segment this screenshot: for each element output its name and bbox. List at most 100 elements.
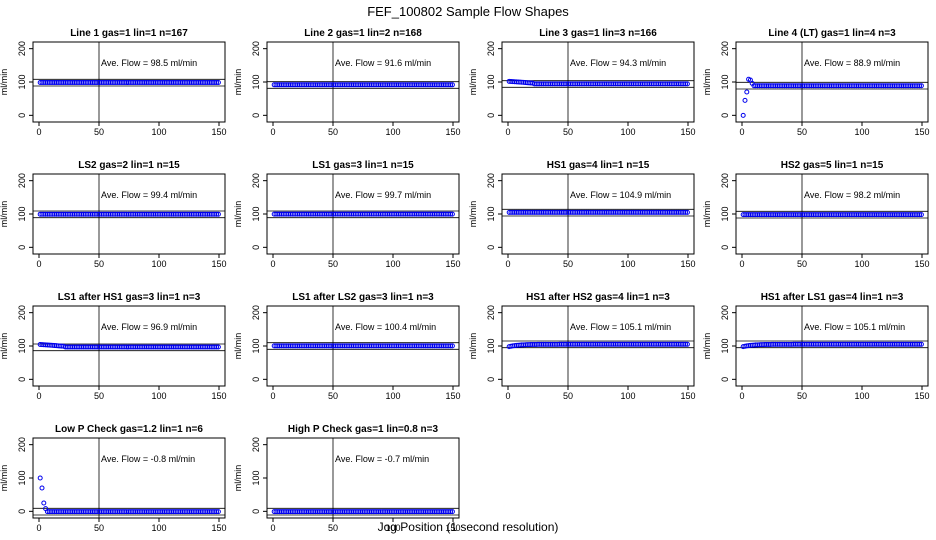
- ave-flow-annotation: Ave. Flow = 96.9 ml/min: [101, 322, 197, 332]
- data-point: [917, 212, 923, 218]
- y-tick-label: 200: [17, 437, 27, 452]
- ave-flow-annotation: Ave. Flow = 100.4 ml/min: [335, 322, 436, 332]
- y-axis-label: ml/min: [0, 201, 9, 228]
- data-point: [214, 211, 220, 217]
- y-axis-label: ml/min: [233, 465, 243, 492]
- x-tick-label: 150: [211, 259, 226, 269]
- ave-flow-annotation: Ave. Flow = 91.6 ml/min: [335, 58, 431, 68]
- y-tick-label: 200: [17, 305, 27, 320]
- x-tick-label: 100: [385, 523, 400, 533]
- y-axis-label: ml/min: [702, 69, 712, 96]
- ave-flow-annotation: Ave. Flow = 105.1 ml/min: [570, 322, 671, 332]
- y-tick-label: 0: [720, 113, 730, 118]
- x-tick-label: 50: [563, 391, 573, 401]
- panel: Line 2 gas=1 lin=2 n=168 ml/min 0 100 200 0 50…: [233, 28, 461, 137]
- x-tick-label: 150: [680, 127, 695, 137]
- panel-title: Line 3 gas=1 lin=3 n=166: [539, 28, 657, 39]
- x-tick-label: 150: [445, 259, 460, 269]
- ave-flow-annotation: Ave. Flow = -0.7 ml/min: [335, 454, 429, 464]
- x-tick-label: 150: [445, 523, 460, 533]
- data-point: [683, 209, 689, 215]
- x-tick-label: 100: [854, 127, 869, 137]
- x-tick-label: 100: [151, 259, 166, 269]
- ave-flow-annotation: Ave. Flow = -0.8 ml/min: [101, 454, 195, 464]
- x-tick-label: 50: [797, 391, 807, 401]
- panel: LS1 after HS1 gas=3 lin=1 n=3 ml/min 0 100 2…: [0, 292, 227, 401]
- y-tick-label: 100: [17, 338, 27, 353]
- panel-title: LS1 gas=3 lin=1 n=15: [312, 160, 414, 171]
- x-tick-label: 50: [94, 391, 104, 401]
- panel: HS1 after HS2 gas=4 lin=1 n=3 ml/min 0 100 2…: [468, 292, 696, 401]
- y-tick-label: 200: [251, 173, 261, 188]
- data-point: [215, 509, 221, 515]
- data-points: [37, 211, 221, 217]
- y-tick-label: 100: [486, 74, 496, 89]
- y-tick-label: 200: [251, 305, 261, 320]
- panel-title: LS1 after HS1 gas=3 lin=1 n=3: [58, 292, 201, 303]
- x-tick-label: 150: [445, 391, 460, 401]
- y-tick-label: 100: [720, 338, 730, 353]
- data-point: [215, 80, 221, 85]
- y-tick-label: 0: [17, 377, 27, 382]
- x-tick-label: 100: [385, 127, 400, 137]
- x-tick-label: 0: [270, 127, 275, 137]
- ave-flow-annotation: Ave. Flow = 99.4 ml/min: [101, 190, 197, 200]
- data-point: [917, 341, 923, 347]
- y-axis-label: ml/min: [468, 69, 478, 96]
- data-point: [684, 341, 690, 347]
- ave-flow-annotation: Ave. Flow = 88.9 ml/min: [804, 58, 900, 68]
- y-tick-label: 100: [17, 206, 27, 221]
- data-points: [506, 341, 690, 350]
- y-tick-label: 200: [720, 305, 730, 320]
- x-tick-label: 50: [797, 127, 807, 137]
- y-tick-label: 0: [17, 113, 27, 118]
- y-axis-label: ml/min: [233, 69, 243, 96]
- y-tick-label: 100: [486, 206, 496, 221]
- panel: Low P Check gas=1.2 lin=1 n=6 ml/min 0 100 2…: [0, 424, 227, 533]
- data-point: [449, 211, 455, 217]
- panel-title: High P Check gas=1 lin=0.8 n=3: [288, 424, 439, 435]
- data-point: [742, 97, 748, 103]
- y-tick-label: 200: [486, 41, 496, 56]
- plot-frame: [32, 437, 226, 519]
- data-point: [740, 112, 746, 118]
- y-axis-label: ml/min: [702, 201, 712, 228]
- x-tick-label: 0: [739, 259, 744, 269]
- ave-flow-annotation: Ave. Flow = 98.2 ml/min: [804, 190, 900, 200]
- y-tick-label: 0: [251, 509, 261, 514]
- data-point: [684, 209, 690, 215]
- data-point: [449, 343, 455, 349]
- panel-title: Line 1 gas=1 lin=1 n=167: [70, 28, 188, 39]
- panel-title: Line 2 gas=1 lin=2 n=168: [304, 28, 422, 39]
- data-points: [271, 509, 455, 515]
- y-tick-label: 0: [720, 377, 730, 382]
- ave-flow-annotation: Ave. Flow = 105.1 ml/min: [804, 322, 905, 332]
- y-tick-label: 200: [720, 173, 730, 188]
- y-tick-label: 0: [17, 245, 27, 250]
- x-tick-label: 150: [211, 127, 226, 137]
- data-point: [449, 509, 455, 515]
- y-tick-label: 0: [486, 113, 496, 118]
- ave-flow-annotation: Ave. Flow = 98.5 ml/min: [101, 58, 197, 68]
- data-point: [918, 212, 924, 218]
- x-tick-label: 150: [211, 523, 226, 533]
- y-tick-label: 200: [486, 305, 496, 320]
- x-tick-label: 100: [620, 127, 635, 137]
- data-points: [740, 341, 924, 350]
- x-tick-label: 0: [505, 391, 510, 401]
- y-tick-label: 100: [251, 338, 261, 353]
- data-point: [214, 80, 220, 85]
- figure-xlabel: Jog Position (1 second resolution): [378, 520, 559, 534]
- y-axis-label: ml/min: [233, 333, 243, 360]
- data-points: [271, 82, 455, 88]
- x-tick-label: 150: [914, 391, 929, 401]
- panel-title: HS1 after HS2 gas=4 lin=1 n=3: [526, 292, 670, 303]
- data-point: [683, 341, 689, 347]
- x-tick-label: 50: [328, 259, 338, 269]
- data-point: [37, 475, 43, 481]
- y-tick-label: 200: [720, 41, 730, 56]
- data-points: [740, 212, 924, 218]
- ave-flow-annotation: Ave. Flow = 94.3 ml/min: [570, 58, 666, 68]
- data-point: [744, 89, 750, 95]
- plot-frame: [266, 437, 460, 519]
